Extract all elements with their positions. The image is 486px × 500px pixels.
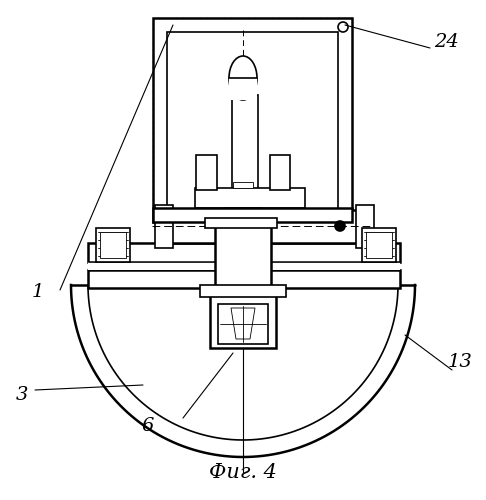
Bar (153, 208, 352, 222)
Bar (205, 218, 277, 228)
Bar (225, 208, 261, 220)
Bar (232, 95, 258, 190)
Bar (196, 155, 217, 190)
Bar (100, 232, 126, 258)
Bar (167, 32, 338, 222)
Bar (88, 243, 400, 262)
Bar (233, 182, 253, 188)
Circle shape (338, 22, 348, 32)
Polygon shape (231, 308, 255, 339)
Ellipse shape (229, 56, 257, 100)
Bar (229, 78, 257, 100)
Text: 3: 3 (16, 386, 28, 404)
Bar (167, 210, 358, 243)
Text: 24: 24 (434, 33, 458, 51)
Bar (270, 155, 290, 190)
Bar (200, 285, 286, 297)
Bar (218, 304, 268, 344)
Bar (88, 270, 400, 288)
Text: 1: 1 (32, 283, 44, 301)
Text: 13: 13 (448, 353, 472, 371)
Bar (356, 205, 374, 248)
Text: Фиг. 4: Фиг. 4 (209, 462, 277, 481)
Bar (155, 205, 173, 248)
Bar (215, 222, 271, 295)
Bar (195, 188, 305, 208)
Bar (362, 228, 396, 262)
Bar (88, 262, 400, 270)
Circle shape (335, 221, 345, 231)
Bar (366, 232, 392, 258)
Bar (153, 18, 352, 222)
Bar (210, 295, 276, 348)
Text: 6: 6 (142, 417, 154, 435)
Bar (96, 228, 130, 262)
